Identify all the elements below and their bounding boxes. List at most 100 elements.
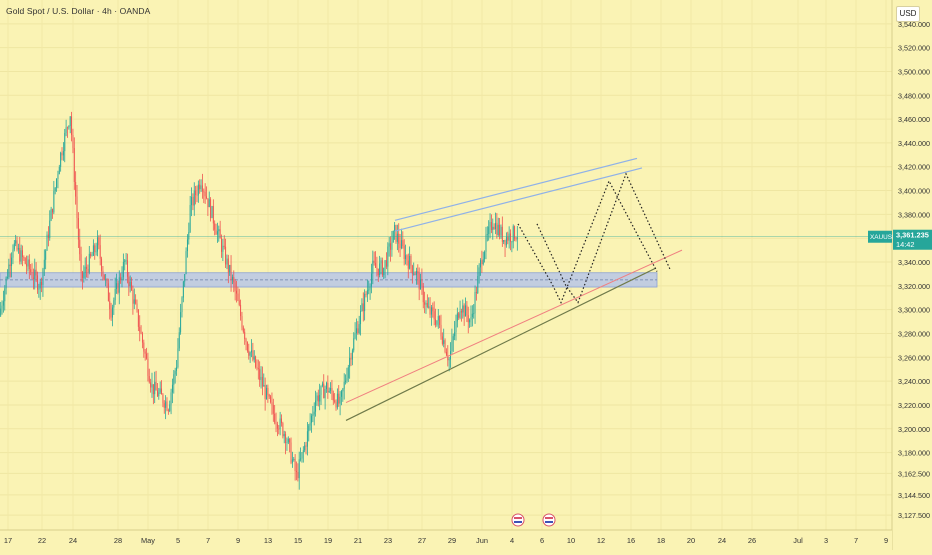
candle-body [214, 223, 216, 230]
candle-body [219, 229, 221, 239]
candle-body [218, 229, 220, 232]
candle-body [325, 382, 327, 390]
x-tick-label: 29 [448, 536, 456, 545]
candle-body [354, 333, 356, 339]
candle-body [99, 245, 101, 259]
x-tick-label: 17 [4, 536, 12, 545]
candle-body [251, 350, 252, 353]
candle-body [353, 338, 355, 351]
y-tick-label: 3,400.000 [898, 187, 930, 196]
candle-body [96, 237, 98, 252]
candle-body [488, 226, 490, 235]
x-tick-label: 3 [824, 536, 828, 545]
candle-body [73, 148, 75, 183]
event-flag-icon[interactable] [511, 513, 525, 527]
candle-body [443, 340, 445, 344]
candle-body [114, 288, 116, 301]
candle-body [229, 264, 231, 273]
y-tick-label: 3,320.000 [898, 282, 930, 291]
candle-body [410, 255, 412, 266]
y-tick-label: 3,480.000 [898, 91, 930, 100]
symbol-tag-label: XAUUSD [870, 234, 897, 241]
currency-button[interactable]: USD [896, 6, 920, 22]
candle-body [279, 418, 281, 430]
candle-body [191, 196, 193, 206]
candle-body [84, 266, 86, 274]
candle-body [306, 431, 308, 447]
candle-body [131, 281, 133, 290]
candle-body [146, 353, 148, 359]
candle-body [459, 311, 461, 318]
candle-body [54, 187, 56, 192]
support-trendline [345, 267, 657, 421]
candle-body [16, 240, 18, 250]
candle-body [370, 273, 372, 287]
candle-body [274, 413, 276, 423]
candle-body [396, 233, 398, 242]
candle-body [414, 273, 416, 276]
y-tick-label: 3,500.000 [898, 67, 930, 76]
candle-body [462, 305, 464, 313]
candle-body [2, 301, 4, 306]
y-tick-label: 3,180.000 [898, 449, 930, 458]
candle-body [111, 307, 113, 318]
y-tick-label: 3,240.000 [898, 377, 930, 386]
candle-body [425, 303, 427, 305]
candle-body [426, 303, 428, 307]
candle-body [470, 316, 472, 320]
x-tick-label: 24 [718, 536, 726, 545]
candle-body [34, 269, 36, 280]
candle-body [52, 208, 53, 213]
candle-body [225, 246, 227, 265]
candle-body [405, 255, 407, 259]
candle-body [79, 239, 81, 255]
candle-body [495, 222, 496, 230]
candle-body [252, 350, 254, 360]
candle-body [451, 340, 453, 352]
candle-body [171, 384, 173, 393]
candle-body [377, 268, 379, 276]
candle-body [147, 358, 149, 377]
candle-body [447, 355, 449, 361]
candle-body [486, 234, 488, 235]
candle-body [227, 258, 229, 273]
candle-body [366, 290, 368, 295]
channel-upper-line [394, 157, 638, 221]
candle-body [283, 434, 285, 437]
candle-body [437, 316, 439, 321]
candle-body [195, 190, 197, 195]
candle-body [445, 351, 447, 356]
candle-body [375, 262, 377, 268]
candle-body [62, 151, 64, 156]
candle-body [282, 423, 284, 437]
candle-body [372, 260, 374, 274]
x-tick-label: 4 [510, 536, 514, 545]
candle-body [399, 243, 401, 249]
candle-body [398, 233, 400, 244]
candle-body [64, 132, 66, 152]
candle-body [439, 316, 441, 325]
candle-body [158, 392, 160, 397]
candle-body [481, 260, 483, 265]
candle-body [330, 387, 332, 391]
candle-body [340, 391, 342, 397]
candle-body [413, 273, 415, 275]
candle-body [323, 383, 325, 399]
candle-body [441, 336, 443, 344]
candle-body [121, 277, 123, 281]
candle-body [155, 381, 157, 391]
candle-body [421, 279, 423, 286]
price-tag-value: 3,361.235 [896, 231, 929, 240]
candle-body [242, 327, 244, 332]
candle-body [90, 253, 92, 257]
candle-body [182, 281, 184, 298]
event-flag-stripe [514, 521, 522, 523]
candle-body [324, 389, 326, 399]
candle-body [8, 264, 10, 278]
candle-body [234, 282, 236, 291]
candle-body [482, 259, 484, 265]
candle-body [76, 196, 78, 219]
event-flag-icon[interactable] [542, 513, 556, 527]
